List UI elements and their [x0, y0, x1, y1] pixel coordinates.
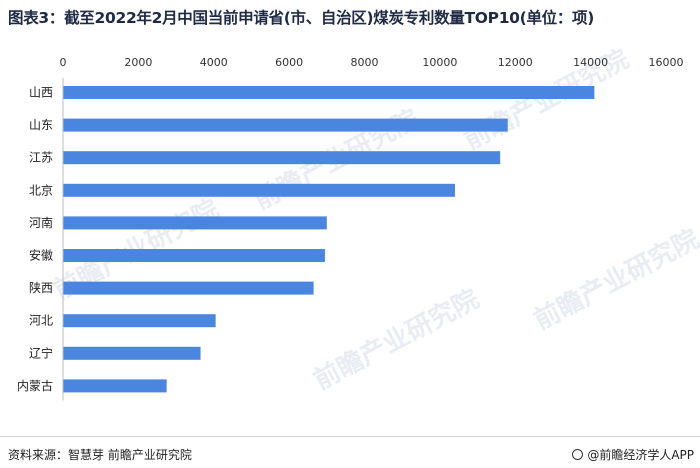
x-tick-label: 12000 — [498, 56, 533, 69]
bar — [63, 118, 508, 132]
bar — [63, 86, 595, 99]
category-label: 江苏 — [29, 151, 53, 165]
category-label: 内蒙古 — [17, 378, 53, 393]
bar — [63, 151, 501, 165]
category-label: 山西 — [29, 86, 53, 100]
brand-logo-icon — [572, 449, 584, 460]
x-tick-label: 4000 — [200, 56, 228, 69]
brand-text: @前瞻经济学人APP — [587, 448, 694, 462]
x-tick-label: 8000 — [351, 56, 379, 69]
bars-layer — [63, 86, 595, 393]
category-label: 辽宁 — [29, 345, 53, 360]
x-tick-label: 10000 — [422, 56, 457, 69]
x-tick-label: 0 — [60, 56, 67, 69]
chart-title: 图表3：截至2022年2月中国当前申请省(市、自治区)煤炭专利数量TOP10(单… — [8, 9, 595, 27]
bar — [63, 216, 327, 230]
x-tick-label: 2000 — [124, 56, 152, 69]
x-tick-label: 16000 — [649, 56, 684, 69]
watermark-text: 前瞻产业研究院 — [529, 223, 700, 336]
category-label: 河南 — [29, 215, 53, 230]
watermark-text: 前瞻产业研究院 — [309, 283, 484, 396]
category-label: 河北 — [29, 314, 53, 328]
category-label: 山东 — [29, 118, 53, 132]
brand-credit: @前瞻经济学人APP — [572, 446, 694, 463]
bar — [63, 281, 314, 295]
category-label: 安徽 — [29, 248, 53, 263]
bar — [63, 249, 325, 262]
x-axis-ticks: 0 2000 4000 6000 8000 10000 12000 14000 16000 — [60, 56, 684, 69]
x-tick-label: 6000 — [275, 56, 303, 69]
bar — [63, 314, 216, 328]
footer: 资料来源：智慧芽 前瞻产业研究院 @前瞻经济学人APP — [0, 436, 700, 468]
bar — [63, 379, 167, 393]
x-tick-label: 14000 — [573, 56, 608, 69]
bar — [63, 346, 201, 360]
category-label: 陕西 — [29, 280, 53, 295]
category-label: 北京 — [29, 183, 53, 197]
bar — [63, 183, 455, 197]
source-note: 资料来源：智慧芽 前瞻产业研究院 — [8, 448, 192, 462]
